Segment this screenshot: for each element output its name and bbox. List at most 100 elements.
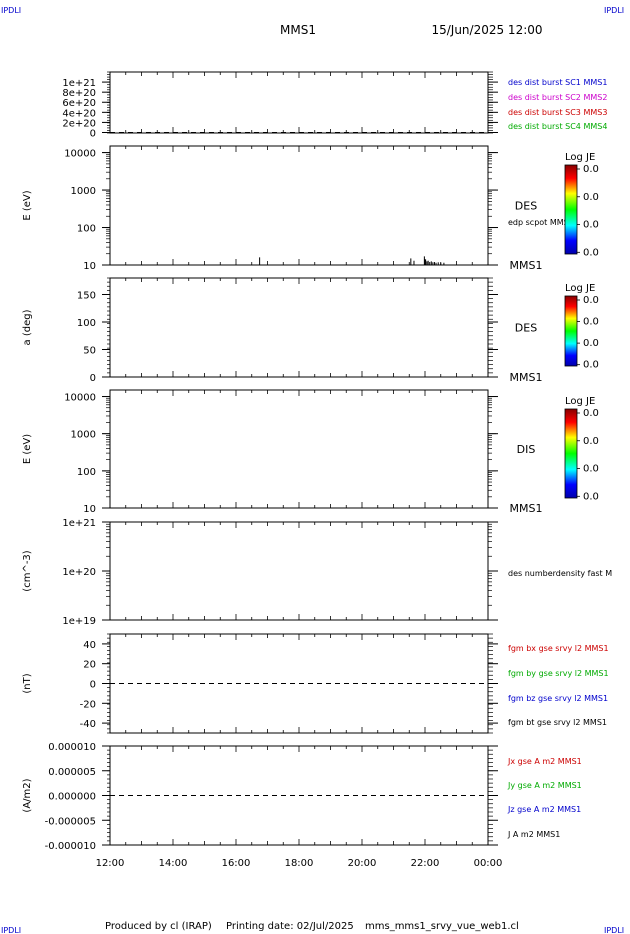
y-tick-label: 2e+20: [62, 118, 96, 129]
colorbar-tick-label: 0.0: [583, 164, 599, 175]
time-tick-label: 14:00: [159, 858, 188, 869]
colorbar-tick-label: 0.0: [583, 408, 599, 419]
y-axis-label: (A/m2): [22, 778, 33, 812]
panel-frame: [109, 521, 489, 621]
legend-entry: J A m2 MMS1: [507, 830, 560, 839]
y-tick-label: 8e+20: [62, 88, 96, 99]
footer-printing-date: Printing date: 02/Jul/2025: [226, 921, 354, 932]
colorbar-tick-label: 0.0: [583, 464, 599, 475]
y-tick-label: 0.000010: [48, 742, 96, 753]
time-ticks: [109, 390, 489, 508]
instrument-label: DES: [515, 322, 537, 335]
scpot-spikes: [259, 256, 445, 265]
y-tick-label: 50: [83, 346, 96, 357]
legend-entry: des dist burst SC3 MMS3: [508, 108, 607, 117]
y-tick-label: -0.000010: [45, 841, 96, 852]
corner-label-bottom-left: IPDLI: [1, 926, 21, 934]
y-tick-label: 0.000000: [48, 792, 96, 803]
legend-entry: des dist burst SC2 MMS2: [508, 93, 607, 102]
footer-file: mms_mms1_srvy_vue_web1.cl: [365, 921, 519, 932]
y-tick-label: 40: [83, 640, 96, 651]
legend-entry: des dist burst SC1 MMS1: [508, 78, 607, 87]
time-tick-label: 16:00: [222, 858, 251, 869]
y-tick-label: 10000: [64, 149, 96, 160]
y-tick-label: -20: [80, 699, 96, 710]
y-axis-label: E (eV): [22, 434, 33, 464]
corner-label-top-right: IPDLI: [604, 6, 624, 15]
corner-label-top-left: IPDLI: [1, 6, 21, 15]
time-tick-label: 18:00: [285, 858, 314, 869]
y-tick-label: 0: [90, 680, 96, 691]
colorbar-gradient: [564, 295, 578, 367]
panel-frame: [109, 145, 489, 266]
time-ticks: [109, 634, 489, 733]
y-tick-label: 20: [83, 660, 96, 671]
legend-entry: des dist burst SC4 MMS4: [508, 122, 607, 131]
time-ticks: [109, 278, 489, 377]
time-ticks: [109, 522, 489, 620]
panel-frame: [109, 389, 489, 509]
y-tick-label: 0: [90, 373, 96, 384]
y-tick-label: 1e+21: [62, 518, 96, 529]
y-tick-label: 100: [77, 467, 96, 478]
panel-5: 1e+21 1e+20 1e+19 (cm^-3) des numberdensity …: [22, 518, 612, 627]
header-spacecraft: MMS1: [280, 23, 316, 37]
legend-entry: des numberdensity fast M: [508, 569, 612, 578]
y-tick-label: -0.000005: [45, 816, 96, 827]
colorbar-gradient: [564, 164, 578, 255]
spacecraft-label: MMS1: [510, 502, 543, 515]
spacecraft-label: MMS1: [510, 371, 543, 384]
minor-ticks: [107, 633, 493, 734]
y-tick-label: 1e+21: [62, 78, 96, 89]
colorbar: Log JE0.00.00.00.0: [564, 396, 599, 502]
minor-ticks: [102, 152, 496, 266]
colorbar: Log JE0.00.00.00.0: [564, 152, 599, 258]
legend: Jx gse A m2 MMS1 Jy gse A m2 MMS1 Jz gse A…: [507, 757, 582, 839]
colorbar-title: Log JE: [565, 152, 595, 163]
colorbar-tick-label: 0.0: [583, 247, 599, 258]
minor-ticks: [107, 71, 493, 134]
y-tick-label: 150: [77, 291, 96, 302]
colorbar-tick-label: 0.0: [583, 360, 599, 371]
y-tick-label: 1e+20: [62, 567, 96, 578]
minor-ticks: [102, 396, 496, 509]
legend-entry: Jy gse A m2 MMS1: [507, 781, 582, 790]
colorbar-tick-label: 0.0: [583, 317, 599, 328]
panel-frame: [109, 277, 489, 378]
y-tick-label: 0.000005: [48, 767, 96, 778]
legend-entry: fgm bt gse srvy l2 MMS1: [508, 718, 607, 727]
y-tick-label: 1e+19: [62, 616, 96, 627]
y-tick-label: 1000: [71, 430, 96, 441]
panel-7: 0.000010 0.000005 0.000000 -0.000005 -0.0000…: [22, 742, 582, 852]
footer-produced: Produced by cl (IRAP): [105, 921, 212, 932]
panel-2: 10000 1000 100 10 E (eV) DES MMS1 edp scpot MMS…: [22, 145, 599, 272]
time-tick-label: 20:00: [348, 858, 377, 869]
colorbar-tick-label: 0.0: [583, 338, 599, 349]
y-tick-label: 1000: [71, 186, 96, 197]
colorbar-title: Log JE: [565, 396, 595, 407]
legend-entry: fgm by gse srvy l2 MMS1: [508, 669, 609, 678]
y-axis-label: (cm^-3): [22, 550, 33, 591]
time-ticks: [109, 72, 489, 133]
y-tick-label: 100: [77, 318, 96, 329]
minor-ticks: [107, 277, 493, 378]
legend-entry: Jx gse A m2 MMS1: [507, 757, 582, 766]
header-date: 15/Jun/2025 12:00: [431, 23, 542, 37]
time-tick-label: 22:00: [411, 858, 440, 869]
colorbar-tick-label: 0.0: [583, 192, 599, 203]
y-tick-label: 0: [90, 128, 96, 139]
panel-frame: [109, 71, 489, 134]
y-tick-label: -40: [80, 719, 96, 730]
y-axis-label: E (eV): [22, 190, 33, 220]
legend-entry: fgm bz gse srvy l2 MMS1: [508, 694, 608, 703]
time-axis: 12:00 14:00 16:00 18:00 20:00 22:00 00:00: [96, 858, 503, 869]
y-axis-label: (nT): [22, 673, 33, 693]
y-tick-label: 10000: [64, 393, 96, 404]
colorbar-tick-label: 0.0: [583, 220, 599, 231]
time-tick-label: 12:00: [96, 858, 125, 869]
